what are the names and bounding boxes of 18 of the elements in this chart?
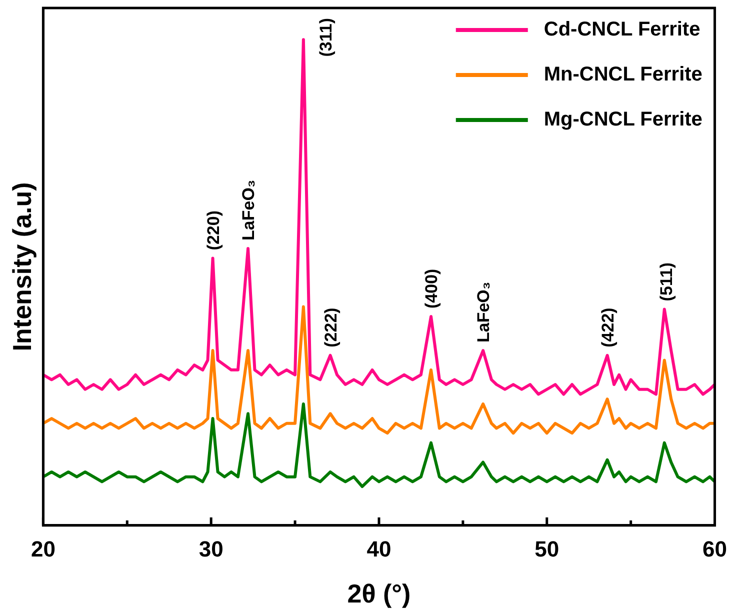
annotation: (222) bbox=[321, 308, 340, 348]
x-tick-label: 60 bbox=[702, 536, 728, 562]
annotation: LaFeO₃ bbox=[239, 180, 258, 240]
y-axis-title: Intensity (a.u) bbox=[6, 182, 37, 352]
annotation: (311) bbox=[316, 18, 336, 57]
x-tick-label: 20 bbox=[30, 536, 56, 562]
annotation: LaFeO₃ bbox=[474, 282, 494, 343]
legend-label: Cd-CNCL Ferrite bbox=[544, 18, 700, 41]
x-tick-label: 40 bbox=[366, 536, 392, 562]
annotation: (511) bbox=[657, 262, 676, 302]
annotation: (422) bbox=[598, 308, 618, 348]
annotation: (400) bbox=[422, 268, 442, 308]
legend-label: Mn-CNCL Ferrite bbox=[544, 64, 702, 86]
x-tick-label: 30 bbox=[198, 536, 224, 562]
legend-label: Mg-CNCL Ferrite bbox=[544, 108, 702, 131]
x-axis-title: 2θ (°) bbox=[347, 578, 411, 609]
annotation: (220) bbox=[204, 210, 223, 250]
x-tick-label: 50 bbox=[534, 536, 560, 562]
